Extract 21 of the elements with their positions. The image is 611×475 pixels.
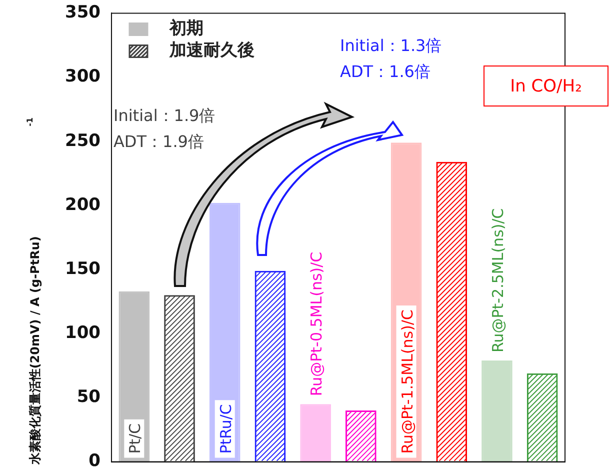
y-tick-label: 250 — [64, 130, 101, 151]
y-tick-label: 0 — [88, 451, 101, 472]
y-tick-label: 150 — [64, 258, 101, 279]
x-tick-label: Ru@Pt-1.5ML(ns)/C — [398, 309, 416, 454]
x-tick-label: Pt/C — [126, 423, 144, 454]
x-tick-label: Ru@Pt-0.5ML(ns)/C — [308, 252, 326, 396]
legend-label: 加速耐久後 — [168, 40, 254, 61]
legend-label: 初期 — [168, 18, 204, 39]
annotation: ADT：1.6倍 — [340, 62, 430, 82]
y-tick-label: 300 — [64, 66, 101, 87]
annotation: Initial：1.9倍 — [113, 106, 216, 126]
annotation: ADT：1.9倍 — [113, 132, 204, 152]
annotation: Initial：1.3倍 — [340, 36, 442, 56]
x-tick-label: PtRu/C — [216, 404, 235, 454]
y-tick-label: 200 — [64, 194, 101, 215]
y-tick-label: 350 — [64, 2, 101, 23]
annotation: In CO/H₂ — [510, 76, 582, 96]
y-tick-label: 100 — [64, 323, 101, 344]
y-tick-label: 50 — [76, 387, 101, 408]
text: 水素酸化質量活性(20mV) / A (g-PtRu)-1 — [26, 117, 42, 465]
x-tick-label: Ru@Pt-2.5ML(ns)/C — [488, 208, 507, 353]
